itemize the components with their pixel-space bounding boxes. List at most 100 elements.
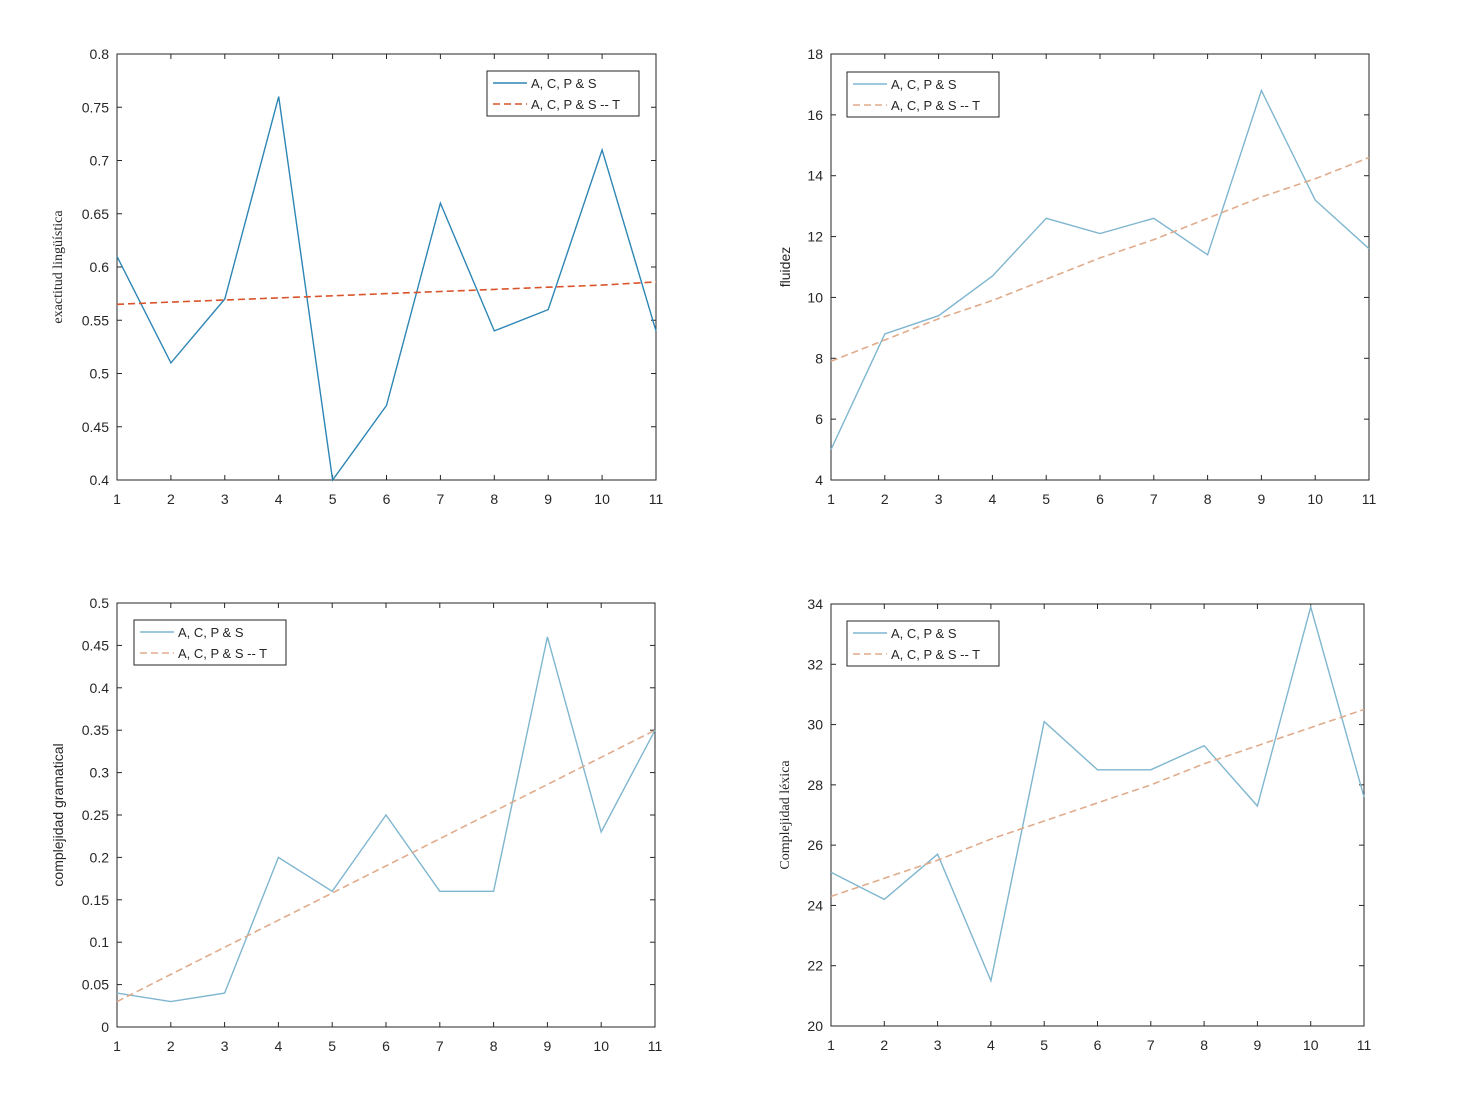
y-axis-label: Complejidad léxica — [778, 760, 793, 870]
y-tick-label: 0.8 — [90, 46, 110, 62]
y-tick-label: 26 — [807, 837, 823, 853]
y-tick-label: 0.75 — [82, 99, 109, 115]
x-tick-label: 1 — [827, 491, 835, 507]
legend-box — [486, 70, 640, 117]
y-tick-label: 0.45 — [82, 637, 109, 653]
series-line-1 — [116, 636, 656, 1003]
y-tick-label: 0.15 — [82, 892, 109, 908]
x-tick-label: 7 — [437, 491, 445, 507]
legend-label-2: A, C, P & S -- T — [178, 646, 267, 661]
y-tick-label: 16 — [807, 107, 823, 123]
y-tick-label: 4 — [815, 472, 823, 488]
series-line-1 — [830, 88, 1370, 450]
y-tick-label: 0.5 — [90, 595, 110, 611]
x-tick-label: 10 — [1303, 1037, 1319, 1053]
x-tick-label: 8 — [490, 491, 498, 507]
plot-area — [116, 53, 657, 481]
x-tick-label: 8 — [490, 1038, 498, 1054]
series-line-2 — [830, 708, 1365, 898]
y-tick-label: 28 — [807, 777, 823, 793]
x-tick-label: 11 — [648, 1038, 663, 1054]
x-tick-label: 3 — [934, 1037, 942, 1053]
legend-label-1: A, C, P & S — [891, 77, 957, 92]
legend-label-2: A, C, P & S -- T — [891, 647, 980, 662]
y-tick-label: 0.65 — [82, 206, 109, 222]
x-tick-label: 8 — [1200, 1037, 1208, 1053]
y-tick-label: 0.35 — [82, 722, 109, 738]
y-tick-label: 34 — [807, 596, 823, 612]
x-tick-label: 2 — [880, 1037, 888, 1053]
y-tick-label: 8 — [815, 350, 823, 366]
y-tick-label: 0.6 — [90, 259, 110, 275]
x-tick-label: 2 — [167, 491, 175, 507]
series-line-1 — [116, 96, 657, 482]
chart-panel-3: 1 2 3 4 5 6 7 8 9 10 11 0 0.05 0.1 0.15 0.2 0.25 0.3 0.35 0… — [50, 595, 662, 1054]
y-tick-label: 10 — [807, 289, 823, 305]
y-tick-label: 32 — [807, 656, 823, 672]
x-tick-label: 1 — [827, 1037, 835, 1053]
y-tick-label: 30 — [807, 717, 823, 733]
x-tick-label: 9 — [1258, 491, 1266, 507]
chart-panel-1: 1 2 3 4 5 6 7 8 9 10 11 0.4 0.45 0.5 0.55 0.6 0.65 0.7 0.7… — [51, 46, 663, 507]
plot-area — [830, 53, 1370, 481]
x-tick-label: 5 — [328, 1038, 336, 1054]
x-tick-label: 10 — [593, 1038, 609, 1054]
plot-area — [830, 603, 1365, 1027]
y-tick-label: 0.45 — [82, 419, 109, 435]
chart-panel-4: 1 2 3 4 5 6 7 8 9 10 112022242628303234Complejidad… — [778, 596, 1371, 1053]
y-tick-label: 0.1 — [90, 934, 110, 950]
legend-label-2: A, C, P & S -- T — [531, 97, 620, 112]
series-line-2 — [116, 729, 656, 1003]
y-axis-label: fluidez — [777, 247, 793, 287]
y-tick-label: 0.4 — [90, 680, 110, 696]
y-tick-label: 24 — [807, 897, 823, 913]
x-tick-label: 9 — [1254, 1037, 1262, 1053]
y-tick-label: 0 — [101, 1019, 109, 1035]
x-tick-label: 5 — [1040, 1037, 1048, 1053]
x-tick-label: 1 — [113, 1038, 121, 1054]
y-tick-label: 0.2 — [90, 849, 110, 865]
x-tick-label: 6 — [1094, 1037, 1102, 1053]
y-tick-label: 22 — [807, 958, 823, 974]
x-tick-label: 10 — [1307, 491, 1323, 507]
x-tick-label: 7 — [436, 1038, 444, 1054]
y-tick-label: 0.3 — [90, 765, 110, 781]
y-tick-label: 0.05 — [82, 977, 109, 993]
x-tick-label: 5 — [1042, 491, 1050, 507]
x-tick-label: 4 — [987, 1037, 995, 1053]
x-tick-label: 3 — [221, 1038, 229, 1054]
x-tick-label: 6 — [382, 1038, 390, 1054]
legend-box — [133, 619, 287, 666]
y-axis-label: complejidad gramatical — [50, 743, 66, 886]
legend-label-1: A, C, P & S — [178, 625, 244, 640]
legend-label-2: A, C, P & S -- T — [891, 98, 980, 113]
series-line-1 — [830, 604, 1365, 984]
y-tick-label: 0.7 — [90, 153, 110, 169]
x-tick-label: 9 — [544, 491, 552, 507]
y-tick-label: 18 — [807, 46, 823, 62]
x-tick-label: 9 — [544, 1038, 552, 1054]
y-tick-label: 0.4 — [90, 472, 110, 488]
x-tick-label: 10 — [594, 491, 610, 507]
x-tick-label: 3 — [221, 491, 229, 507]
y-tick-label: 20 — [807, 1018, 823, 1034]
legend-label-1: A, C, P & S — [531, 76, 597, 91]
x-tick-label: 1 — [113, 491, 121, 507]
x-tick-label: 11 — [1362, 491, 1377, 507]
x-tick-label: 2 — [881, 491, 889, 507]
y-tick-label: 6 — [815, 411, 823, 427]
y-axis-label: exactitud lingüística — [51, 210, 66, 324]
legend-label-1: A, C, P & S — [891, 626, 957, 641]
x-tick-label: 6 — [1096, 491, 1104, 507]
x-tick-label: 2 — [167, 1038, 175, 1054]
x-tick-label: 8 — [1204, 491, 1212, 507]
x-tick-label: 7 — [1150, 491, 1158, 507]
x-tick-label: 4 — [275, 1038, 283, 1054]
x-tick-label: 6 — [383, 491, 391, 507]
x-tick-label: 3 — [935, 491, 943, 507]
x-tick-label: 11 — [649, 491, 664, 507]
x-tick-label: 11 — [1357, 1037, 1372, 1053]
y-tick-label: 14 — [807, 168, 823, 184]
